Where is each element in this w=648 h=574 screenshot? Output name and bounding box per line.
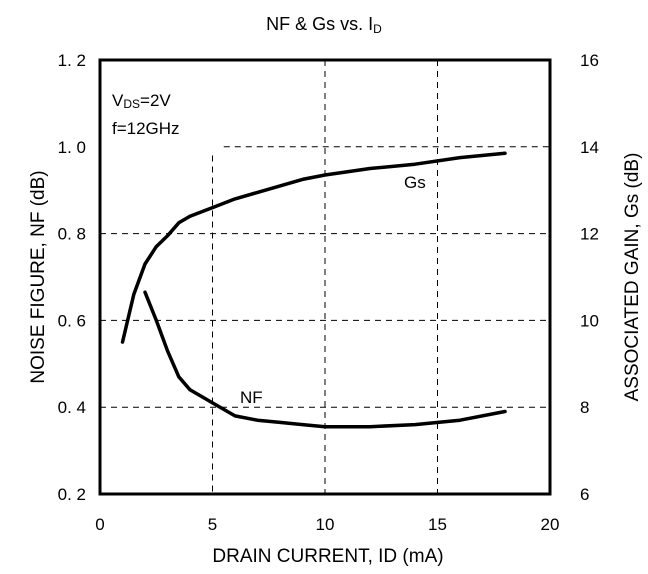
y-tick-label: 1. 2 [58,51,86,70]
y-tick-label: 0. 6 [58,311,86,330]
y2-tick-label: 14 [580,138,599,157]
y-tick-label: 0. 4 [58,398,86,417]
series-line-nf [143,290,507,429]
grid-lines [100,60,550,494]
y2-tick-label: 6 [580,485,589,504]
y-tick-label: 0. 2 [58,485,86,504]
y2-axis-label: ASSOCIATED GAIN, Gs (dB) [622,153,643,402]
y-tick-label: 1. 0 [58,138,86,157]
x-tick-label: 0 [95,515,104,534]
chart-title: NF & Gs vs. ID [266,14,382,36]
x-tick-labels: 0 5 10 15 20 [95,515,559,534]
y-axis-label: NOISE FIGURE, NF (dB) [28,170,49,383]
x-tick-label: 20 [541,515,560,534]
x-tick-label: 5 [208,515,217,534]
frequency-annotation: f=12GHz [112,119,180,138]
y2-tick-labels: 6 8 10 12 14 16 [580,51,599,504]
series-lines [120,151,507,429]
y2-tick-label: 16 [580,51,599,70]
x-axis-label: DRAIN CURRENT, ID (mA) [212,546,443,567]
x-tick-label: 10 [316,515,335,534]
y2-tick-label: 12 [580,225,599,244]
vds-annotation: VDS=2V [112,91,171,111]
series-line-gs [120,151,507,344]
y-tick-labels: 0. 2 0. 4 0. 6 0. 8 1. 0 1. 2 [58,51,86,504]
y2-tick-label: 8 [580,398,589,417]
series-label-nf: NF [240,388,263,407]
series-label-gs: Gs [404,173,426,192]
x-tick-label: 15 [428,515,447,534]
plot-frame [98,58,552,496]
y2-tick-label: 10 [580,311,599,330]
y-tick-label: 0. 8 [58,225,86,244]
